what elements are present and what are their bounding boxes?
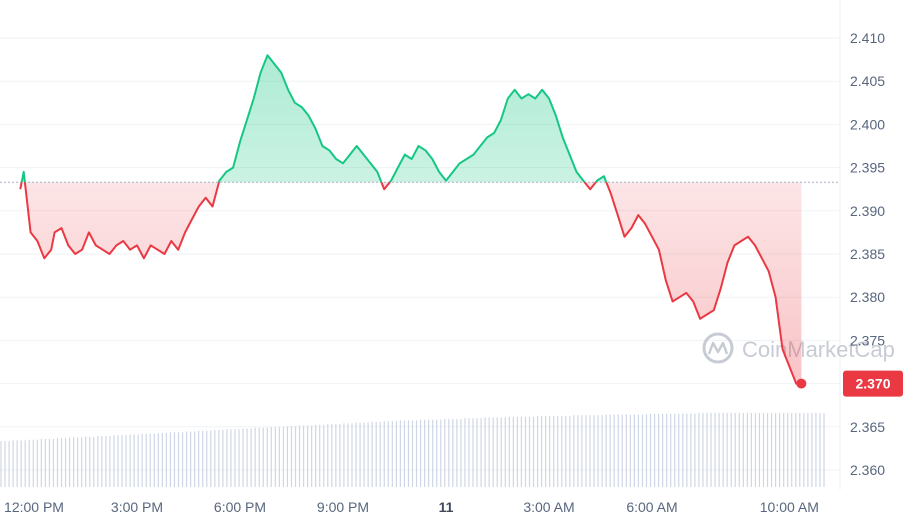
x-tick-label: 6:00 PM: [214, 499, 266, 515]
x-tick-label: 11: [439, 499, 454, 515]
y-tick-label: 2.410: [850, 30, 885, 46]
x-tick-label: 3:00 PM: [111, 499, 163, 515]
y-tick-label: 2.405: [850, 73, 885, 89]
last-price-tag: [843, 370, 903, 397]
price-line-up: [20, 54, 608, 183]
last-price-dot: [796, 378, 807, 389]
y-axis: 2.3602.3652.3702.3752.3802.3852.3902.395…: [850, 30, 885, 478]
x-tick-label: 10:00 AM: [760, 499, 819, 515]
x-tick-label: 3:00 AM: [523, 499, 574, 515]
last-price-marker: 2.370: [796, 370, 903, 397]
last-price-label: 2.370: [855, 376, 890, 392]
coinmarketcap-logo-icon: [702, 332, 734, 364]
coinmarketcap-logo-mark: [707, 341, 729, 355]
area-fill-above-baseline: [21, 55, 607, 183]
watermark-text: CoinMarketCap: [742, 337, 895, 362]
y-tick-label: 2.365: [850, 419, 885, 435]
coinmarketcap-watermark: CoinMarketCap: [702, 332, 895, 364]
price-line-down: [19, 182, 802, 385]
area-fill-below-baseline: [20, 182, 802, 384]
y-tick-label: 2.360: [850, 462, 885, 478]
y-tick-label: 2.400: [850, 116, 885, 132]
y-tick-label: 2.380: [850, 289, 885, 305]
y-tick-label: 2.390: [850, 203, 885, 219]
volume-bars: [0, 413, 825, 487]
x-axis: 12:00 PM 3:00 PM 6:00 PM 9:00 PM 11 3:00 AM 6:…: [4, 499, 819, 515]
y-tick-label: 2.395: [850, 160, 885, 176]
y-tick-label: 2.375: [850, 332, 885, 348]
y-tick-label: 2.385: [850, 246, 885, 262]
x-tick-label: 9:00 PM: [317, 499, 369, 515]
x-tick-label: 6:00 AM: [626, 499, 677, 515]
x-tick-label: 12:00 PM: [4, 499, 64, 515]
